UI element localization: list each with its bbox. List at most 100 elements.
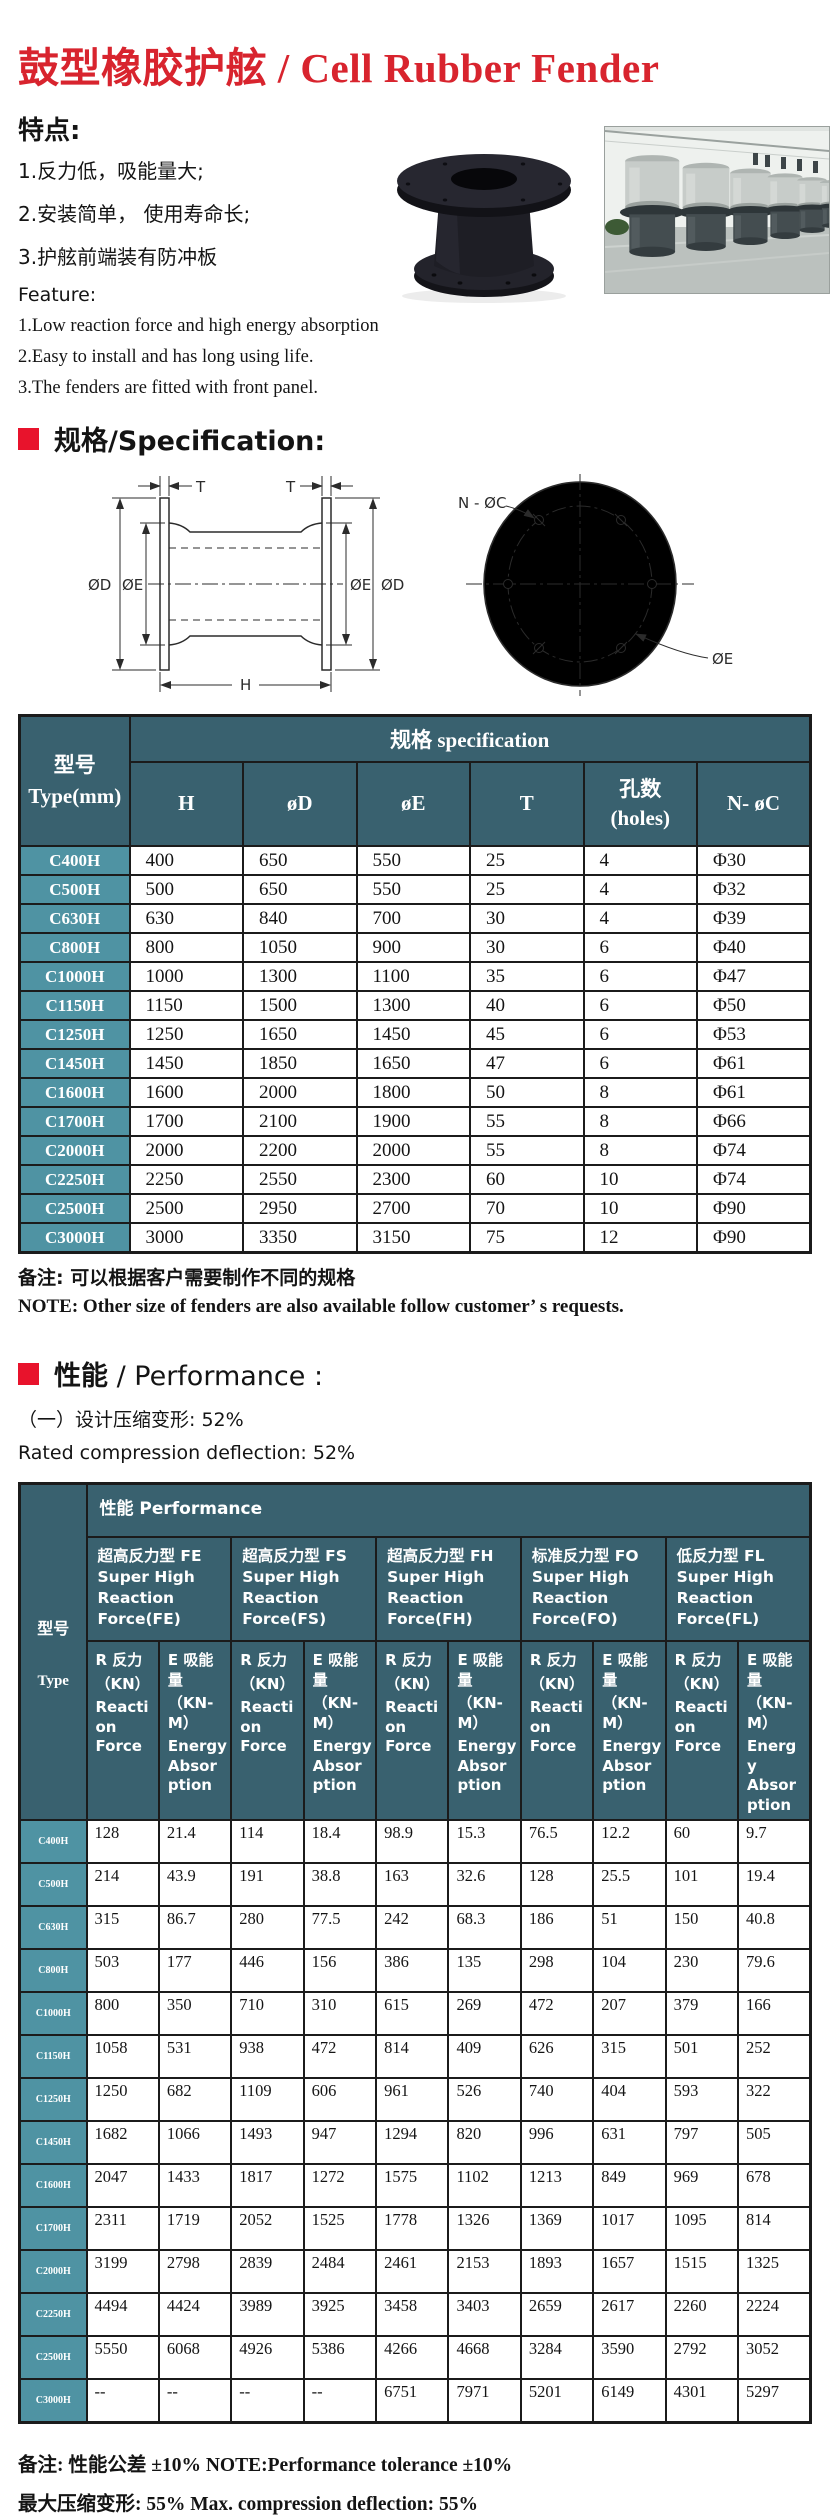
spec-col-header-oe: øE: [355, 761, 471, 847]
spec-value-cell: 1800: [355, 1077, 471, 1108]
perf-value-cell: 4668: [447, 2335, 522, 2380]
spec-type-label: C400H: [18, 845, 131, 876]
perf-value-cell: 4494: [85, 2292, 160, 2337]
red-square-icon: [18, 427, 39, 450]
perf-value-cell: 446: [230, 1948, 305, 1993]
perf-value-cell: 740: [519, 2077, 595, 2122]
perf-value-cell: 996: [519, 2120, 595, 2165]
perf-row-C630H: C630H 315 86.7 280 77.5 242 68.3 186 51 150 40.8: [18, 1905, 812, 1950]
perf-value-cell: 3199: [85, 2249, 160, 2294]
perf-value-cell: 32.6: [447, 1862, 522, 1907]
perf-value-cell: 682: [157, 2077, 233, 2122]
perf-value-cell: 128: [85, 1819, 160, 1864]
perf-value-cell: 4266: [375, 2335, 450, 2380]
spec-value-cell: 4: [582, 874, 698, 905]
perf-value-cell: 797: [664, 2120, 740, 2165]
perf-value-cell: 150: [664, 1905, 740, 1950]
spec-value-cell: 2000: [128, 1135, 244, 1166]
perf-type-label: C1250H: [18, 2077, 88, 2122]
perf-value-cell: 386: [375, 1948, 450, 1993]
perf-row-C1600H: C1600H 2047 1433 1817 1272 1575 1102 1213 849 969…: [18, 2163, 812, 2208]
perf-value-cell: 98.9: [375, 1819, 450, 1864]
spec-row-C800H: C800H 800 1050 900 30 6 Φ40: [18, 932, 812, 963]
perf-value-cell: 77.5: [302, 1905, 378, 1950]
perf-value-cell: 114: [230, 1819, 305, 1864]
spec-value-cell: 70: [469, 1193, 585, 1224]
perf-value-cell: 1213: [519, 2163, 595, 2208]
perf-value-cell: 593: [664, 2077, 740, 2122]
perf-value-cell: 18.4: [302, 1819, 378, 1864]
perf-type-label: C2250H: [18, 2292, 88, 2337]
perf-value-cell: 1250: [85, 2077, 160, 2122]
spec-value-cell: 55: [469, 1135, 585, 1166]
spec-type-label: C1600H: [18, 1077, 131, 1108]
perf-value-cell: 1575: [375, 2163, 450, 2208]
perf-row-C800H: C800H 503 177 446 156 386 135 298 104 230 79.6: [18, 1948, 812, 1993]
spec-value-cell: 1900: [355, 1106, 471, 1137]
spec-note-zh: 备注: 可以根据客户需要制作不同的规格: [18, 1267, 356, 1289]
perf-value-cell: 186: [519, 1905, 595, 1950]
spec-value-cell: 1250: [128, 1019, 244, 1050]
spec-col-header-noc: N- øC: [696, 761, 812, 847]
perf-subheader-reaction-1: R 反力 （KN） Reaction Force: [85, 1640, 160, 1821]
perf-value-cell: 3284: [519, 2335, 595, 2380]
perf-subheader-energy-2: E 吸能量 （KN-M） Energy Absorption: [302, 1640, 378, 1821]
spec-type-label: C2000H: [18, 1135, 131, 1166]
perf-value-cell: 51: [592, 1905, 667, 1950]
perf-value-cell: 2461: [375, 2249, 450, 2294]
perf-group-header-3: 超高反力型 FH Super High Reaction Force(FH): [375, 1536, 522, 1642]
rated-deflection-zh: （一）设计压缩变形: 52%: [18, 1409, 244, 1431]
perf-value-cell: 4926: [230, 2335, 305, 2380]
spec-col-header-type: 型号 Type(mm): [18, 714, 131, 847]
perf-value-cell: 3052: [737, 2335, 812, 2380]
perf-row-C1150H: C1150H 1058 531 938 472 814 409 626 315 501 252: [18, 2034, 812, 2079]
perf-type-label: C2500H: [18, 2335, 88, 2380]
spec-col-header-holes: 孔数 (holes): [582, 761, 698, 847]
spec-value-cell: 8: [582, 1106, 698, 1137]
spec-row-C1700H: C1700H 1700 2100 1900 55 8 Φ66: [18, 1106, 812, 1137]
perf-value-cell: 207: [592, 1991, 667, 2036]
spec-value-cell: 2250: [128, 1164, 244, 1195]
perf-value-cell: 86.7: [157, 1905, 233, 1950]
spec-value-cell: 2000: [242, 1077, 358, 1108]
perf-value-cell: 3989: [230, 2292, 305, 2337]
perf-value-cell: 1326: [447, 2206, 522, 2251]
perf-value-cell: 961: [375, 2077, 450, 2122]
perf-value-cell: 310: [302, 1991, 378, 2036]
spec-value-cell: 10: [582, 1193, 698, 1224]
perf-row-C1450H: C1450H 1682 1066 1493 947 1294 820 996 631 797 505: [18, 2120, 812, 2165]
perf-value-cell: 38.8: [302, 1862, 378, 1907]
spec-value-cell: 4: [582, 903, 698, 934]
perf-value-cell: 15.3: [447, 1819, 522, 1864]
perf-value-cell: 1095: [664, 2206, 740, 2251]
spec-type-label: C1000H: [18, 961, 131, 992]
perf-value-cell: 1657: [592, 2249, 667, 2294]
perf-value-cell: 163: [375, 1862, 450, 1907]
spec-value-cell: 1600: [128, 1077, 244, 1108]
perf-value-cell: 1778: [375, 2206, 450, 2251]
perf-row-C1000H: C1000H 800 350 710 310 615 269 472 207 379 166: [18, 1991, 812, 2036]
spec-value-cell: 3150: [355, 1222, 471, 1254]
spec-value-cell: 1450: [355, 1019, 471, 1050]
perf-value-cell: 710: [230, 1991, 305, 2036]
spec-value-cell: 75: [469, 1222, 585, 1254]
spec-value-cell: 840: [242, 903, 358, 934]
perf-value-cell: 135: [447, 1948, 522, 1993]
perf-value-cell: --: [302, 2378, 378, 2424]
perf-value-cell: 101: [664, 1862, 740, 1907]
perf-value-cell: 5386: [302, 2335, 378, 2380]
spec-value-cell: 800: [128, 932, 244, 963]
perf-value-cell: 76.5: [519, 1819, 595, 1864]
spec-value-cell: 50: [469, 1077, 585, 1108]
spec-table: 型号 Type(mm) 规格 specification H øD øE T 孔…: [18, 714, 812, 1254]
perf-value-cell: 1102: [447, 2163, 522, 2208]
spec-value-cell: 1650: [355, 1048, 471, 1079]
spec-row-C2250H: C2250H 2250 2550 2300 60 10 Φ74: [18, 1164, 812, 1195]
spec-value-cell: 630: [128, 903, 244, 934]
perf-value-cell: 315: [85, 1905, 160, 1950]
perf-value-cell: 938: [230, 2034, 305, 2079]
feature-item-en: 2.Easy to install and has long using lif…: [18, 347, 314, 367]
perf-subheader-row: R 反力 （KN） Reaction Force E 吸能量 （KN-M） Energy …: [20, 1640, 812, 1821]
perf-type-label: C1700H: [18, 2206, 88, 2251]
